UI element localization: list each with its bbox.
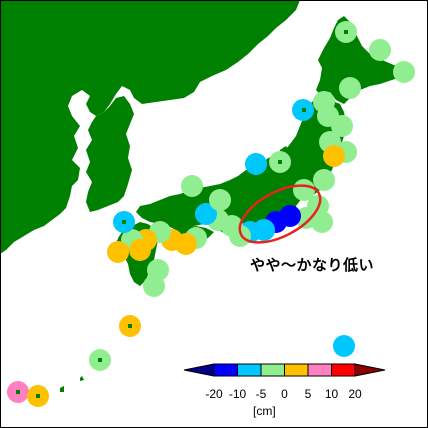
station-marker [393, 61, 415, 83]
legend-unit: [cm] [253, 404, 276, 418]
island-speck [16, 390, 20, 394]
land-honshu [136, 98, 346, 236]
island-speck [302, 108, 306, 112]
station-marker [209, 189, 231, 211]
island-speck [278, 160, 282, 164]
legend-swatch [213, 363, 238, 377]
station-marker [107, 241, 129, 263]
legend-swatch [260, 363, 285, 377]
annotation-ellipse [238, 184, 322, 244]
station-marker [129, 239, 151, 261]
island-speck [98, 358, 102, 362]
station-marker [313, 169, 335, 191]
color-legend: -20 -10 -5 0 5 10 20 [183, 363, 386, 401]
station-marker [245, 153, 267, 175]
station-marker [339, 77, 361, 99]
station-marker [331, 115, 353, 137]
station-marker [295, 207, 317, 229]
legend-tick-label: 10 [325, 387, 339, 401]
station-marker [181, 175, 203, 197]
land-mainland [0, 0, 300, 254]
legend-tick-label: -5 [256, 387, 267, 401]
legend-swatch [307, 363, 332, 377]
legend-tick-label: -10 [229, 387, 247, 401]
station-marker [369, 39, 391, 61]
legend-tick-label: 0 [281, 387, 288, 401]
legend-tick-label: 5 [305, 387, 312, 401]
annotation-label: やや～かなり低い [250, 256, 375, 274]
legend-swatch [237, 363, 262, 377]
legend-arrow-high [354, 363, 386, 377]
station-marker [195, 203, 217, 225]
island-speck [128, 324, 132, 328]
legend-swatch [331, 363, 356, 377]
station-marker [143, 275, 165, 297]
land-korea [86, 96, 134, 212]
legend-tick-label: 20 [348, 387, 362, 401]
legend-swatch [284, 363, 309, 377]
island-speck [36, 394, 40, 398]
station-markers [7, 21, 415, 407]
legend-tick-label: -20 [205, 387, 223, 401]
island-speck [344, 30, 348, 34]
station-marker [333, 335, 355, 357]
island-speck [122, 220, 126, 224]
station-marker [323, 145, 345, 167]
